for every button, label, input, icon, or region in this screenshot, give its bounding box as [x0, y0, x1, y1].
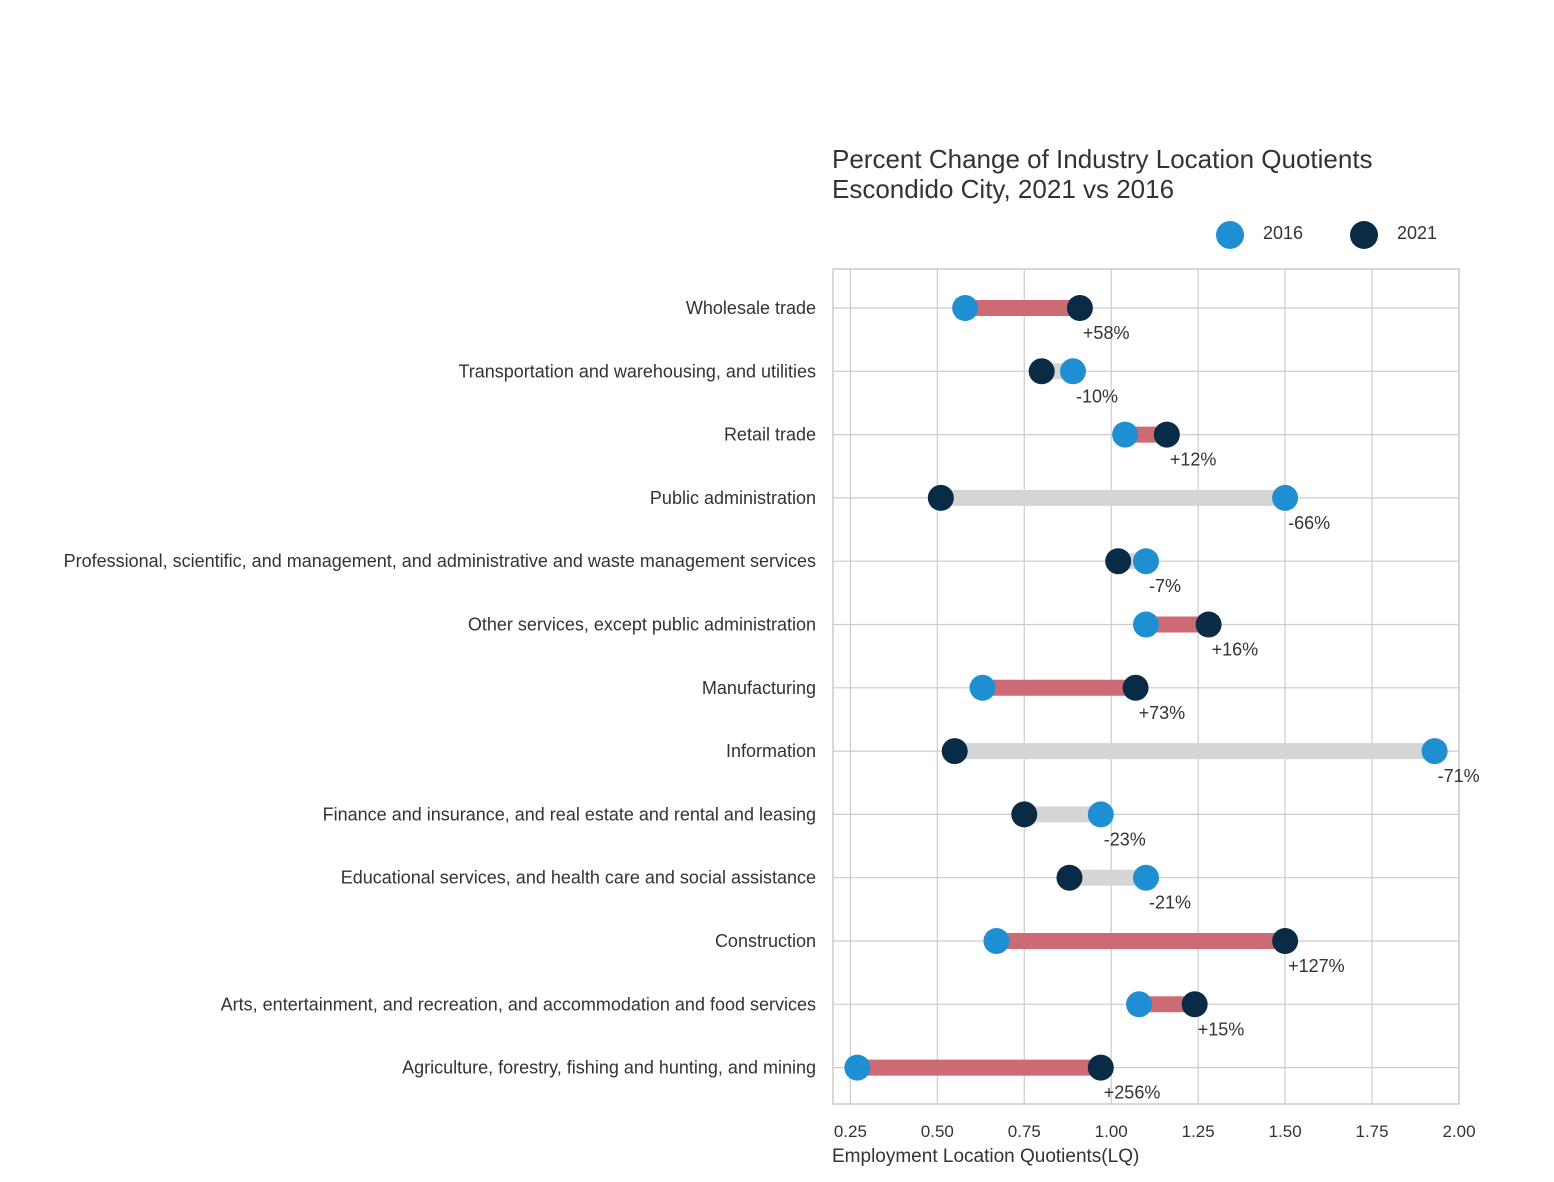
chart-title-line-2: Escondido City, 2021 vs 2016 [832, 174, 1175, 204]
y-tick-label: Agriculture, forestry, fishing and hunti… [402, 1058, 816, 1078]
point-2021 [1122, 674, 1149, 701]
change-label: -10% [1076, 386, 1118, 406]
x-tick-label: 1.75 [1356, 1122, 1389, 1141]
y-tick-label: Retail trade [724, 425, 816, 445]
point-2016 [1421, 738, 1448, 765]
point-2016 [1059, 358, 1086, 385]
y-tick-label: Arts, entertainment, and recreation, and… [221, 994, 816, 1014]
change-label: -23% [1104, 829, 1146, 849]
change-label: +73% [1139, 703, 1186, 723]
point-2021 [1011, 801, 1038, 828]
point-2021 [941, 738, 968, 765]
point-2021 [1195, 611, 1222, 638]
x-tick-label: 0.75 [1008, 1122, 1041, 1141]
point-2021 [1153, 421, 1180, 448]
x-tick-label: 1.00 [1095, 1122, 1128, 1141]
change-label: -7% [1149, 576, 1181, 596]
point-2021 [1105, 548, 1132, 575]
change-label: +127% [1288, 956, 1345, 976]
point-2016 [1133, 611, 1159, 638]
legend-label-2016: 2016 [1263, 223, 1304, 243]
chart-title-line-1: Percent Change of Industry Location Quot… [832, 144, 1373, 174]
change-label: +12% [1170, 450, 1217, 470]
y-tick-label: Manufacturing [702, 678, 816, 698]
point-2021 [1087, 1054, 1114, 1081]
x-tick-label: 1.25 [1182, 1122, 1215, 1141]
x-tick-label: 1.50 [1269, 1122, 1302, 1141]
x-tick-label: 0.25 [834, 1122, 867, 1141]
y-tick-label: Other services, except public administra… [468, 615, 816, 635]
y-tick-label: Educational services, and health care an… [341, 868, 816, 888]
y-tick-label: Wholesale trade [686, 298, 816, 318]
point-2021 [1056, 864, 1083, 891]
y-tick-label: Professional, scientific, and management… [64, 551, 816, 571]
y-tick-label: Information [726, 741, 816, 761]
change-label: +16% [1212, 640, 1259, 660]
point-2021 [1066, 295, 1093, 321]
legend-label-2021: 2021 [1397, 223, 1438, 243]
legend-marker-2021 [1350, 221, 1378, 249]
point-2016 [1126, 991, 1153, 1018]
point-2021 [1272, 928, 1299, 954]
point-2016 [1133, 548, 1159, 575]
y-tick-label: Construction [715, 931, 816, 951]
point-2016 [1133, 864, 1159, 891]
point-2016 [983, 928, 1010, 954]
point-2021 [1181, 991, 1208, 1018]
legend-marker-2016 [1216, 221, 1244, 249]
point-2021 [1028, 358, 1055, 385]
y-tick-label: Transportation and warehousing, and util… [458, 361, 816, 381]
point-2016 [969, 674, 996, 701]
x-tick-label: 2.00 [1442, 1122, 1475, 1141]
point-2016 [952, 295, 979, 321]
x-tick-label: 0.50 [921, 1122, 954, 1141]
x-axis-label: Employment Location Quotients(LQ) [832, 1146, 1140, 1167]
point-2021 [927, 484, 954, 511]
y-tick-label: Public administration [650, 488, 816, 508]
change-label: +58% [1083, 323, 1130, 343]
change-label: -66% [1288, 513, 1330, 533]
point-2016 [844, 1054, 871, 1081]
change-label: +15% [1198, 1019, 1245, 1039]
point-2016 [1087, 801, 1114, 828]
point-2016 [1272, 484, 1299, 511]
y-tick-label: Finance and insurance, and real estate a… [323, 804, 816, 824]
change-label: -71% [1438, 766, 1480, 786]
change-label: -21% [1149, 893, 1191, 913]
point-2016 [1112, 421, 1139, 448]
change-label: +256% [1104, 1083, 1161, 1103]
